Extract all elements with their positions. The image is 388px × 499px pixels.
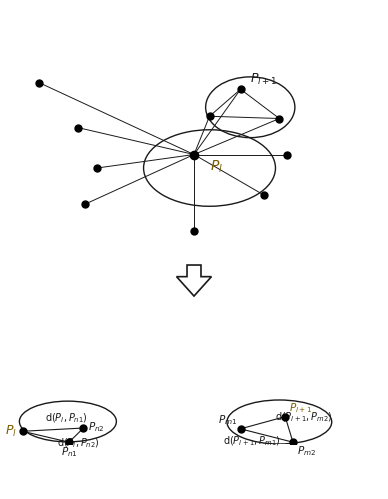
- Text: $P_{m2}$: $P_{m2}$: [297, 444, 316, 458]
- Text: $P_l$: $P_l$: [210, 159, 223, 176]
- Text: d$(P_{l+1},P_{m1})$: d$(P_{l+1},P_{m1})$: [223, 434, 281, 448]
- Text: $P_{l+1}$: $P_{l+1}$: [250, 72, 278, 87]
- Text: $P_{l+1}$: $P_{l+1}$: [289, 401, 312, 415]
- Text: d$(P_l,P_{n1})$: d$(P_l,P_{n1})$: [45, 411, 87, 425]
- Text: $P_{n2}$: $P_{n2}$: [88, 420, 105, 434]
- Text: $P_{m1}$: $P_{m1}$: [218, 413, 237, 427]
- Polygon shape: [177, 265, 211, 296]
- Text: d$(P_l,P_{n2})$: d$(P_l,P_{n2})$: [57, 437, 100, 450]
- Text: d$(P_{l+1},P_{m2})$: d$(P_{l+1},P_{m2})$: [275, 411, 333, 424]
- Text: $P_l$: $P_l$: [5, 424, 17, 439]
- Text: $P_{n1}$: $P_{n1}$: [61, 445, 78, 459]
